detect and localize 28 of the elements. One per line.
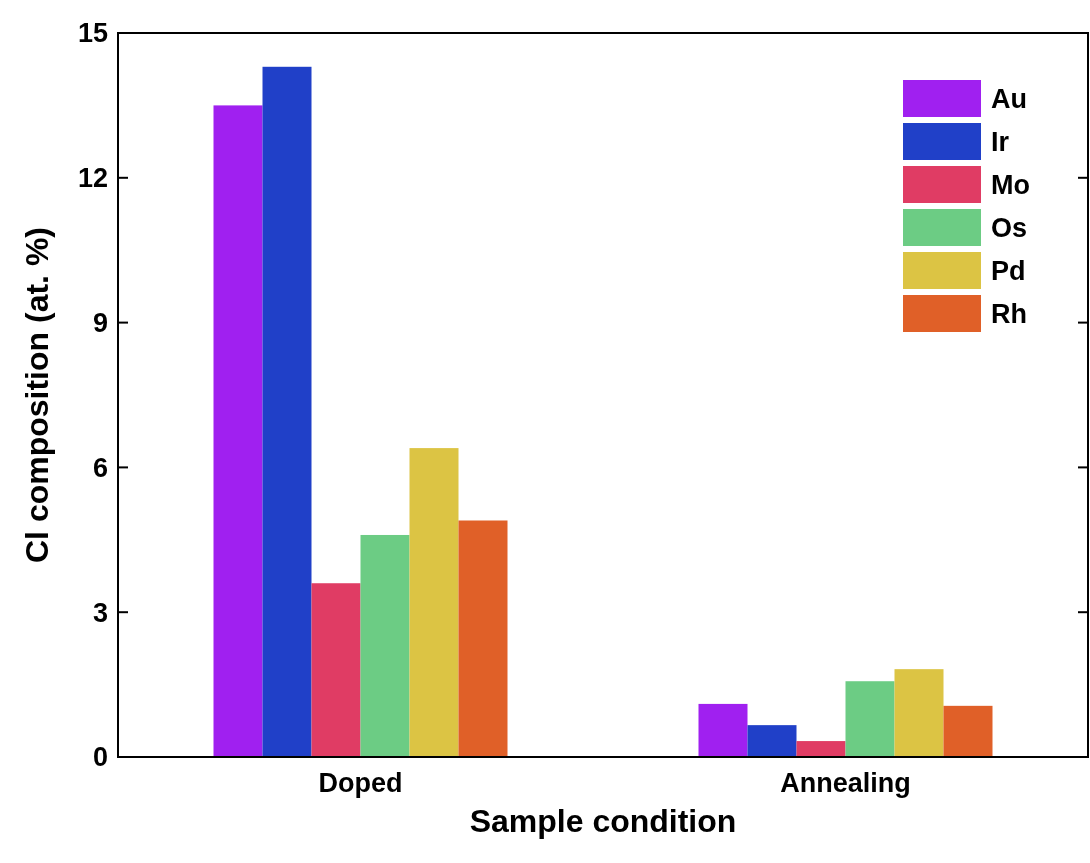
legend-label: Au <box>991 84 1027 115</box>
bar <box>458 520 508 757</box>
y-tick-label: 0 <box>92 742 108 773</box>
legend-label: Ir <box>991 127 1010 158</box>
legend-label: Mo <box>991 170 1030 201</box>
y-axis-title: Cl composition (at. %) <box>19 227 55 563</box>
x-tick-label: Annealing <box>780 768 911 798</box>
y-tick-label: 15 <box>77 18 108 49</box>
bar <box>747 725 797 757</box>
bar <box>698 703 748 757</box>
bar <box>409 448 459 757</box>
bar <box>213 105 263 757</box>
legend-label: Rh <box>991 299 1027 330</box>
y-tick-label: 9 <box>92 308 108 339</box>
bar <box>311 583 361 757</box>
bar <box>262 66 312 757</box>
y-tick-label: 3 <box>92 597 108 628</box>
x-tick-label: Doped <box>318 768 403 798</box>
legend-label: Os <box>991 213 1028 244</box>
bar <box>360 534 410 757</box>
x-axis-title: Sample condition <box>469 803 737 839</box>
y-tick-label: 6 <box>92 452 108 483</box>
bar <box>845 681 895 757</box>
bar <box>894 669 944 757</box>
bar <box>796 741 846 757</box>
bar <box>943 705 993 757</box>
y-tick-label: 12 <box>77 163 108 194</box>
legend-label: Pd <box>991 256 1026 287</box>
